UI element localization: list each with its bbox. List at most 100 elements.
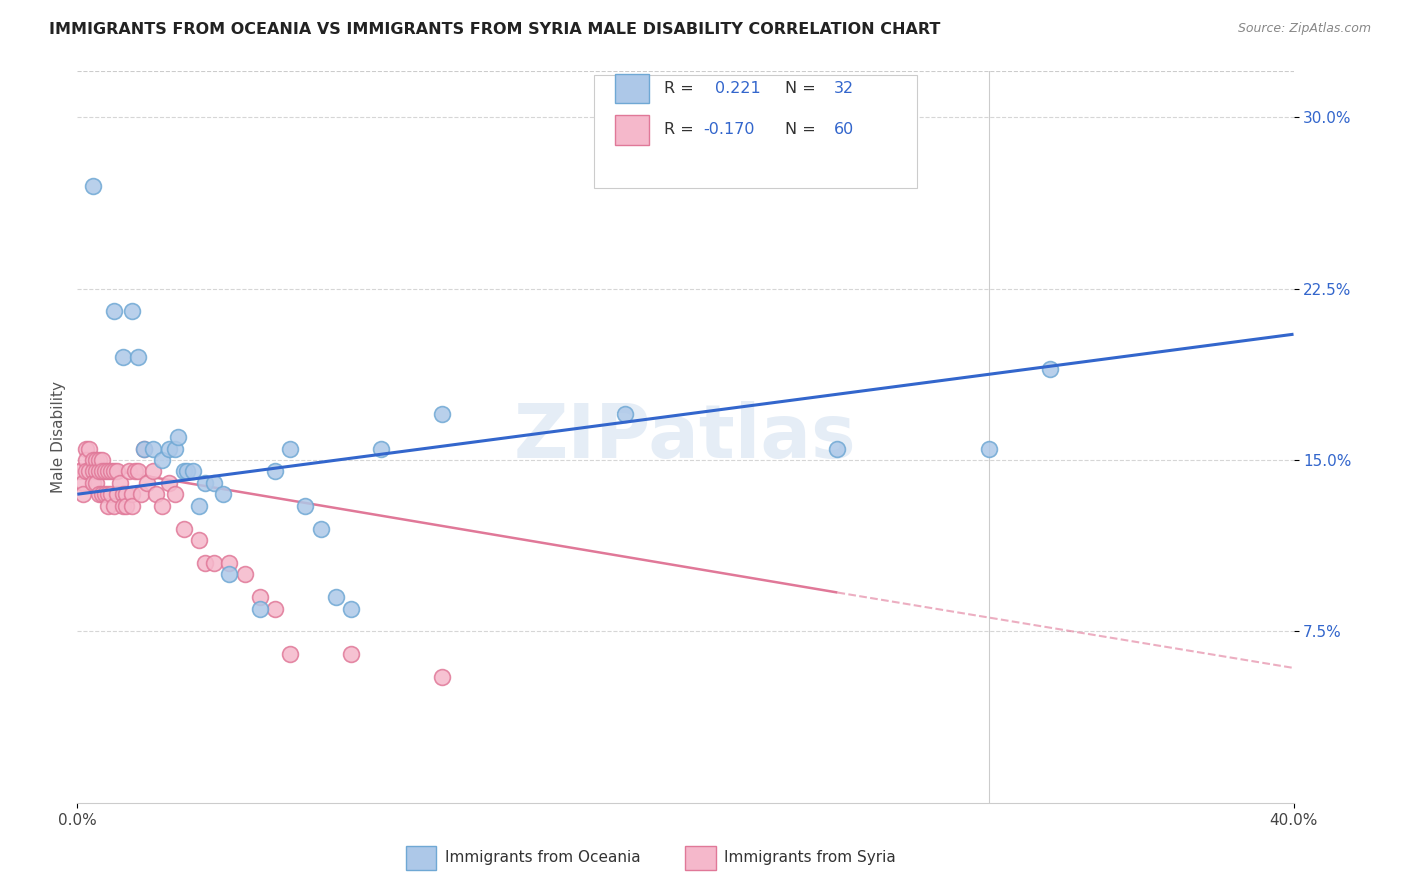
Point <box>105 464 128 478</box>
Point <box>111 499 134 513</box>
Point <box>163 442 186 456</box>
Point <box>152 499 174 513</box>
Point <box>97 464 120 478</box>
FancyBboxPatch shape <box>406 846 436 870</box>
Point <box>173 464 195 478</box>
Point <box>111 350 134 364</box>
Point <box>103 304 125 318</box>
Point <box>121 304 143 318</box>
Point <box>124 464 146 478</box>
Point <box>134 442 156 456</box>
Point <box>278 442 301 456</box>
Point <box>100 464 122 478</box>
Point <box>827 442 849 456</box>
Point <box>84 453 107 467</box>
Point <box>176 464 198 478</box>
Point <box>103 464 125 478</box>
Point <box>142 442 165 456</box>
Point <box>100 487 122 501</box>
Point <box>79 442 101 456</box>
Point <box>264 464 287 478</box>
Point <box>309 521 332 535</box>
Point <box>111 487 134 501</box>
Point <box>93 464 115 478</box>
Point <box>218 556 240 570</box>
Point <box>72 475 94 490</box>
Point <box>79 464 101 478</box>
Point <box>278 647 301 661</box>
Point <box>134 442 156 456</box>
Point <box>188 533 211 547</box>
Text: -0.170: -0.170 <box>703 122 755 137</box>
Text: 0.221: 0.221 <box>714 80 761 95</box>
Point <box>194 475 217 490</box>
Point <box>264 601 287 615</box>
Point <box>84 464 107 478</box>
Point <box>103 499 125 513</box>
Point <box>188 499 211 513</box>
Point <box>249 601 271 615</box>
Point <box>75 464 97 478</box>
FancyBboxPatch shape <box>595 75 917 188</box>
Point <box>202 475 225 490</box>
Point <box>121 487 143 501</box>
Point <box>90 453 112 467</box>
Point <box>127 350 149 364</box>
Text: Immigrants from Oceania: Immigrants from Oceania <box>444 850 640 865</box>
Point <box>218 567 240 582</box>
FancyBboxPatch shape <box>614 73 650 103</box>
Text: 60: 60 <box>834 122 853 137</box>
Point <box>75 453 97 467</box>
Point <box>340 647 363 661</box>
Point <box>90 487 112 501</box>
Point <box>115 487 138 501</box>
Point <box>93 487 115 501</box>
Text: R =: R = <box>664 80 699 95</box>
Point <box>249 590 271 604</box>
Point <box>82 453 104 467</box>
Point <box>87 464 110 478</box>
Point <box>340 601 363 615</box>
Point <box>75 442 97 456</box>
FancyBboxPatch shape <box>686 846 716 870</box>
Y-axis label: Male Disability: Male Disability <box>51 381 66 493</box>
Point <box>145 487 167 501</box>
Point <box>181 464 204 478</box>
Point <box>325 590 347 604</box>
Point <box>202 556 225 570</box>
Point <box>84 475 107 490</box>
Text: Immigrants from Syria: Immigrants from Syria <box>724 850 896 865</box>
Point <box>173 521 195 535</box>
Point <box>163 487 186 501</box>
Point <box>1039 361 1062 376</box>
Point <box>82 475 104 490</box>
Text: N =: N = <box>785 122 821 137</box>
Point <box>430 407 453 421</box>
Point <box>127 464 149 478</box>
Point <box>142 464 165 478</box>
Point <box>212 487 235 501</box>
Point <box>129 487 152 501</box>
Point <box>430 670 453 684</box>
Point <box>370 442 392 456</box>
Point <box>233 567 256 582</box>
Point <box>152 453 174 467</box>
Point <box>115 499 138 513</box>
Text: R =: R = <box>664 122 699 137</box>
Text: Source: ZipAtlas.com: Source: ZipAtlas.com <box>1237 22 1371 36</box>
Point <box>157 442 180 456</box>
Point <box>82 464 104 478</box>
Point <box>105 487 128 501</box>
Text: 32: 32 <box>834 80 853 95</box>
Point <box>82 178 104 193</box>
Point <box>166 430 188 444</box>
Point <box>157 475 180 490</box>
Point <box>90 464 112 478</box>
FancyBboxPatch shape <box>614 115 650 145</box>
Point <box>87 453 110 467</box>
Point <box>97 487 120 501</box>
Text: ZIPatlas: ZIPatlas <box>515 401 856 474</box>
Point <box>121 499 143 513</box>
Point <box>72 487 94 501</box>
Point <box>87 487 110 501</box>
